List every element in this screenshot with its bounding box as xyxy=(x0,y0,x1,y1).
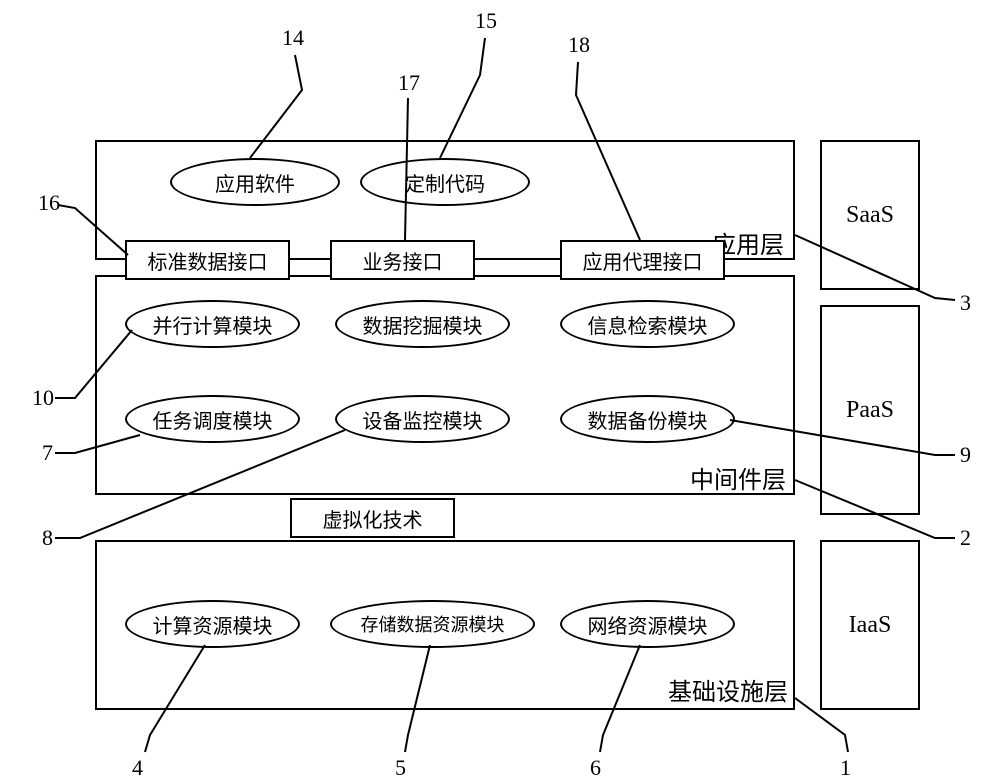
std-data-if-rect: 标准数据接口 xyxy=(125,240,290,280)
custom-code-ellipse: 定制代码 xyxy=(360,158,530,206)
callout-1: 1 xyxy=(840,755,851,781)
callout-3: 3 xyxy=(960,290,971,316)
callout-5: 5 xyxy=(395,755,406,781)
callout-14: 14 xyxy=(282,25,304,51)
task-schedule-ellipse: 任务调度模块 xyxy=(125,395,300,443)
saas-box: SaaS xyxy=(820,140,920,290)
diagram-canvas: 应用层 中间件层 基础设施层 SaaS PaaS IaaS 应用软件 定制代码 … xyxy=(0,0,1000,783)
paas-label: PaaS xyxy=(822,307,918,513)
callout-18: 18 xyxy=(568,32,590,58)
app-software-ellipse: 应用软件 xyxy=(170,158,340,206)
callout-17: 17 xyxy=(398,70,420,96)
callout-16: 16 xyxy=(38,190,60,216)
network-res-ellipse: 网络资源模块 xyxy=(560,600,735,648)
callout-4: 4 xyxy=(132,755,143,781)
info-retrieval-ellipse: 信息检索模块 xyxy=(560,300,735,348)
paas-box: PaaS xyxy=(820,305,920,515)
app-proxy-if-rect: 应用代理接口 xyxy=(560,240,725,280)
callout-2: 2 xyxy=(960,525,971,551)
data-mining-ellipse: 数据挖掘模块 xyxy=(335,300,510,348)
storage-res-ellipse: 存储数据资源模块 xyxy=(330,600,535,648)
middleware-layer-label: 中间件层 xyxy=(690,460,786,495)
callout-6: 6 xyxy=(590,755,601,781)
callout-15: 15 xyxy=(475,8,497,34)
iaas-label: IaaS xyxy=(822,542,918,708)
data-backup-ellipse: 数据备份模块 xyxy=(560,395,735,443)
virtualization-rect: 虚拟化技术 xyxy=(290,498,455,538)
biz-if-rect: 业务接口 xyxy=(330,240,475,280)
saas-label: SaaS xyxy=(822,142,918,288)
callout-8: 8 xyxy=(42,525,53,551)
compute-res-ellipse: 计算资源模块 xyxy=(125,600,300,648)
parallel-calc-ellipse: 并行计算模块 xyxy=(125,300,300,348)
callout-7: 7 xyxy=(42,440,53,466)
device-monitor-ellipse: 设备监控模块 xyxy=(335,395,510,443)
iaas-box: IaaS xyxy=(820,540,920,710)
infra-layer-label: 基础设施层 xyxy=(668,672,788,707)
callout-9: 9 xyxy=(960,442,971,468)
callout-10: 10 xyxy=(32,385,54,411)
